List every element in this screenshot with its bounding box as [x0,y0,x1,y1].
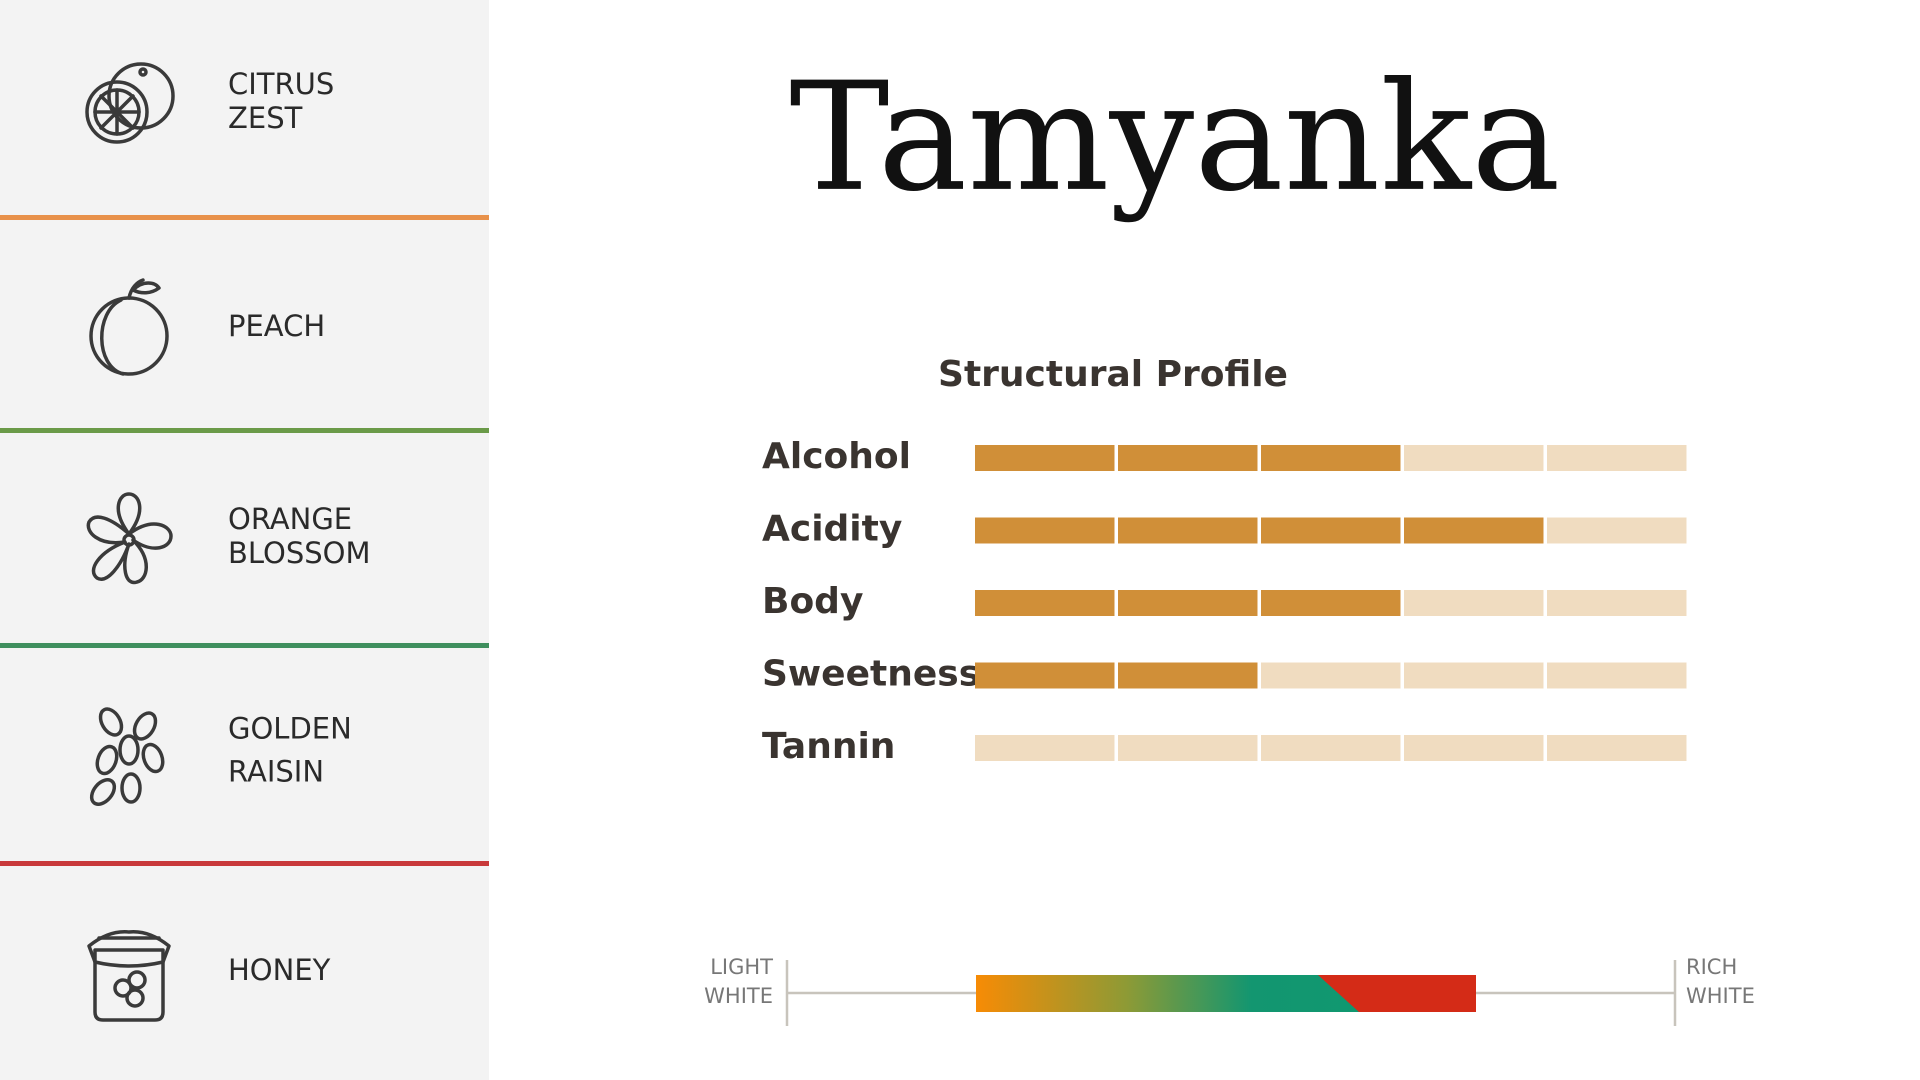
segment [1547,590,1687,616]
citrus-icon [85,62,175,144]
peach-icon [89,278,169,376]
segment [1547,445,1687,471]
segment [1404,590,1544,616]
segment [1118,517,1258,544]
segment [1118,590,1258,616]
row-label: Sweetness [762,654,980,695]
segment [1261,735,1401,761]
blossom-icon [86,492,173,585]
note-label: GOLDEN [228,712,352,746]
note-label: CITRUS [228,67,334,101]
segment [975,735,1115,761]
note-label: BLOSSOM [228,536,371,570]
note-label: ORANGE [228,502,352,536]
segment [975,445,1115,471]
divider [0,861,489,866]
segment [1547,662,1687,689]
note-label: PEACH [228,309,325,343]
scale-label: WHITE [1686,984,1755,1008]
divider [0,215,489,220]
note-label: RAISIN [228,755,324,789]
divider [0,643,489,648]
honey-icon [87,930,171,1022]
segment [1404,445,1544,471]
row-label: Acidity [762,509,902,550]
row-label: Tannin [762,726,895,767]
segment [1547,735,1687,761]
scale-label: LIGHT [710,955,773,979]
segment [1118,735,1258,761]
row-label: Alcohol [762,436,911,477]
divider [0,428,489,433]
segment [1404,517,1544,544]
row-label: Body [762,581,863,622]
segment [1547,517,1687,544]
style-bar-rich [1318,975,1476,1012]
segment [1404,662,1544,689]
segment [1261,517,1401,544]
segment [1261,590,1401,616]
segment [1118,662,1258,689]
segment [1404,735,1544,761]
scale-label: RICH [1686,955,1737,979]
segment [975,662,1115,689]
segment [1261,662,1401,689]
segment [1118,445,1258,471]
note-label: HONEY [228,953,331,987]
segment [1261,445,1401,471]
segment [975,517,1115,544]
segment [975,590,1115,616]
chart-title: Structural Profile [938,354,1288,395]
note-label: ZEST [228,101,303,135]
scale-label: WHITE [704,984,773,1008]
raisin-icon [89,707,165,806]
wine-title: Tamyanka [789,51,1560,225]
sidebar [0,0,489,1080]
